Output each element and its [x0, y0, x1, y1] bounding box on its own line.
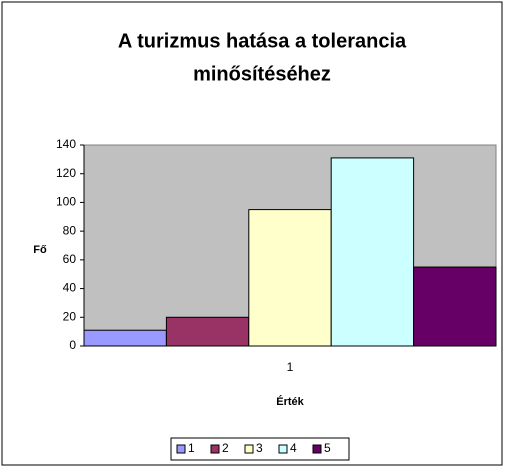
- legend-label: 2: [222, 441, 229, 455]
- y-axis-label: Fő: [33, 244, 47, 256]
- y-tick-label: 100: [56, 195, 76, 209]
- chart-title: minősítéséhez: [193, 63, 331, 85]
- legend-label: 3: [256, 441, 263, 455]
- y-tick-label: 120: [56, 166, 76, 180]
- x-tick-label: 1: [287, 360, 294, 374]
- y-tick-label: 80: [63, 223, 77, 237]
- legend-label: 5: [324, 441, 331, 455]
- y-tick-label: 140: [56, 137, 76, 151]
- legend-label: 4: [290, 441, 297, 455]
- bar: [248, 209, 332, 347]
- x-axis-label: Érték: [276, 395, 304, 408]
- bar: [165, 316, 250, 347]
- legend-swatch: [176, 444, 186, 454]
- y-tick-label: 60: [63, 252, 77, 266]
- bar: [330, 157, 415, 347]
- legend-swatch: [312, 444, 322, 454]
- legend-box: [170, 437, 350, 461]
- y-tick-label: 0: [69, 338, 76, 352]
- legend-label: 1: [188, 441, 195, 455]
- bar: [413, 266, 497, 347]
- y-tick-label: 20: [63, 309, 77, 323]
- y-tick-label: 40: [63, 281, 77, 295]
- chart-title: A turizmus hatása a tolerancia: [118, 30, 407, 52]
- bar: [83, 329, 167, 347]
- legend-swatch: [278, 444, 288, 454]
- legend-swatch: [210, 444, 220, 454]
- legend-swatch: [244, 444, 254, 454]
